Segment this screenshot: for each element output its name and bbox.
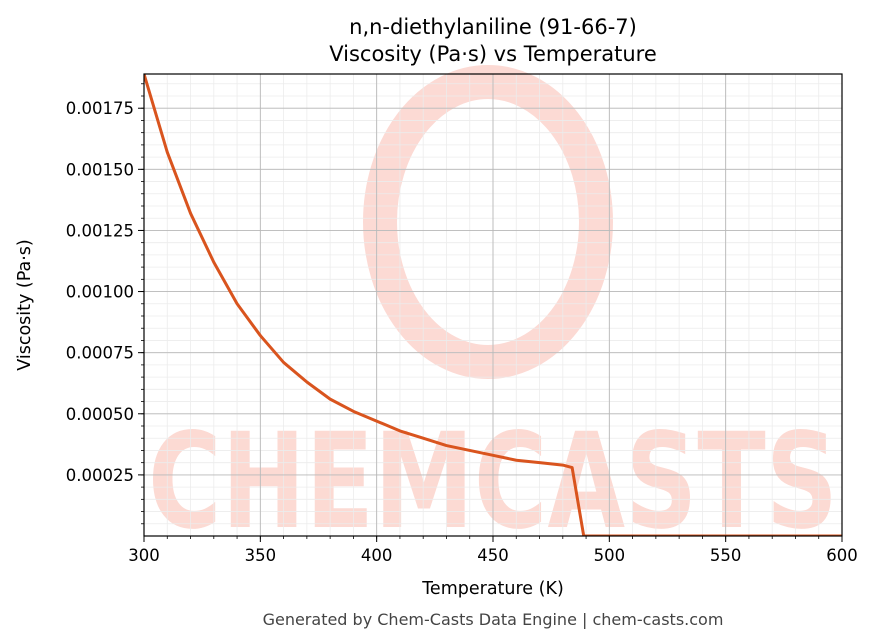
y-tick-label: 0.00150 (66, 160, 134, 179)
x-axis: 300 350 400 450 500 550 600 (128, 536, 858, 565)
y-tick-label: 0.00025 (66, 466, 134, 485)
y-tick-label: 0.00125 (66, 221, 134, 240)
x-tick-label: 350 (245, 546, 277, 565)
footer-text: Generated by Chem-Casts Data Engine | ch… (263, 610, 724, 629)
y-axis-label: Viscosity (Pa·s) (15, 239, 35, 370)
watermark-logo-icon (363, 65, 613, 379)
x-tick-label: 300 (128, 546, 160, 565)
y-tick-label: 0.00050 (66, 405, 134, 424)
chart-subtitle: Viscosity (Pa·s) vs Temperature (329, 42, 657, 66)
x-tick-label: 450 (477, 546, 509, 565)
y-tick-label: 0.00175 (66, 99, 134, 118)
chart-title: n,n-diethylaniline (91-66-7) (349, 15, 637, 39)
x-tick-label: 550 (710, 546, 742, 565)
x-tick-label: 500 (594, 546, 626, 565)
y-axis: 0.00025 0.00050 0.00075 0.00100 0.00125 0.001… (66, 83, 144, 525)
x-axis-label: Temperature (K) (421, 579, 564, 599)
x-tick-label: 600 (826, 546, 858, 565)
series-line (144, 74, 842, 536)
y-tick-label: 0.00100 (66, 283, 134, 302)
y-tick-label: 0.00075 (66, 344, 134, 363)
x-tick-label: 400 (361, 546, 393, 565)
